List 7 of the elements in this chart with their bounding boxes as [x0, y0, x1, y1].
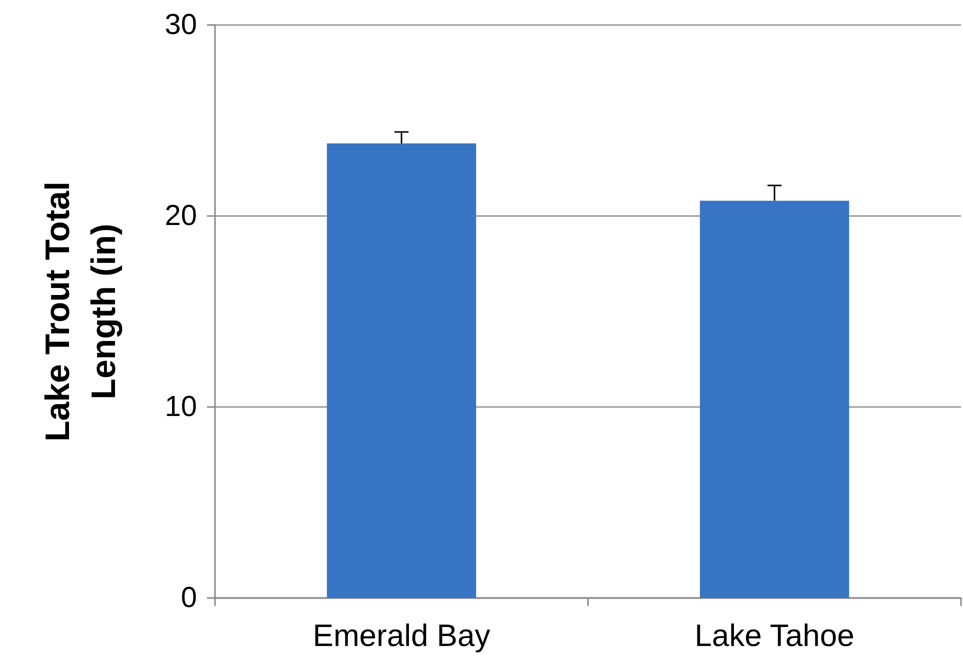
x-tick-label: Emerald Bay: [312, 618, 491, 653]
x-tick-label: Lake Tahoe: [694, 618, 854, 653]
y-tick-label: 0: [180, 582, 197, 614]
y-axis-title: Lake Trout Total Length (in): [39, 181, 123, 442]
y-tick-label: 20: [164, 200, 197, 232]
y-tick-label: 30: [164, 9, 197, 41]
y-tick-label: 10: [164, 391, 197, 423]
